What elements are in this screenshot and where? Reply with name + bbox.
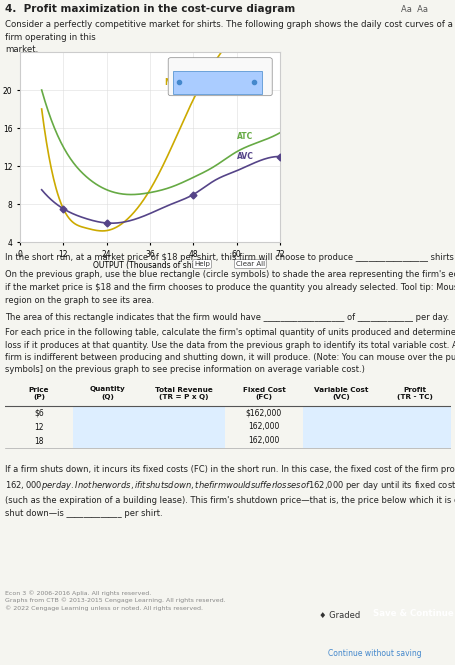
Text: 162,000: 162,000 [248,436,279,446]
Text: MC: MC [164,78,177,87]
Text: ♦ Graded: ♦ Graded [318,612,360,620]
Text: $162,000: $162,000 [245,408,282,418]
Text: Profit
(TR - TC): Profit (TR - TC) [396,386,432,400]
Text: 4.  Profit maximization in the cost-curve diagram: 4. Profit maximization in the cost-curve… [5,4,294,14]
Bar [378,420,450,434]
Bar [73,406,143,420]
Text: If a firm shuts down, it incurs its fixed costs (FC) in the short run. In this c: If a firm shuts down, it incurs its fixe… [5,465,455,517]
Text: 18: 18 [34,436,44,446]
Bar [302,434,378,448]
Text: Fixed Cost
(FC): Fixed Cost (FC) [242,386,285,400]
Text: AVC: AVC [236,152,253,162]
Text: Variable Cost
(VC): Variable Cost (VC) [313,386,367,400]
Text: Clear All: Clear All [235,261,264,267]
Text: Profit or Loss: Profit or Loss [181,63,221,68]
Text: $6: $6 [34,408,44,418]
Text: ATC: ATC [236,132,253,142]
Text: Econ 3 © 2006-2016 Aplia. All rights reserved.
Graphs from CTB © 2013-2015 Cenga: Econ 3 © 2006-2016 Aplia. All rights res… [5,590,225,610]
Text: Help: Help [194,261,210,267]
Bar [378,406,450,420]
Text: Save & Continue: Save & Continue [372,608,452,618]
FancyBboxPatch shape [173,71,261,94]
Text: 162,000: 162,000 [248,422,279,432]
Bar [73,434,143,448]
Text: For each price in the following table, calculate the firm's optimal quantity of : For each price in the following table, c… [5,328,455,374]
X-axis label: OUTPUT (Thousands of shirts): OUTPUT (Thousands of shirts) [93,261,207,271]
Text: Consider a perfectly competitive market for shirts. The following graph shows th: Consider a perfectly competitive market … [5,20,452,54]
Text: Quantity
(Q): Quantity (Q) [90,386,126,400]
Text: Continue without saving: Continue without saving [328,650,421,658]
Bar [302,406,378,420]
Bar [73,420,143,434]
Bar [378,434,450,448]
Text: In the short run, at a market price of $18 per shirt, this firm will choose to p: In the short run, at a market price of $… [5,253,455,261]
Text: Price
(P): Price (P) [29,386,49,400]
Bar [143,420,224,434]
Bar [143,434,224,448]
Text: 12: 12 [34,422,44,432]
Text: On the previous graph, use the blue rectangle (circle symbols) to shade the area: On the previous graph, use the blue rect… [5,270,455,305]
Bar [302,420,378,434]
Bar [143,406,224,420]
FancyBboxPatch shape [168,58,272,96]
Text: The area of this rectangle indicates that the firm would have __________________: The area of this rectangle indicates tha… [5,313,448,323]
Text: Aa  Aa: Aa Aa [400,5,427,13]
Text: Total Revenue
(TR = P x Q): Total Revenue (TR = P x Q) [155,386,212,400]
